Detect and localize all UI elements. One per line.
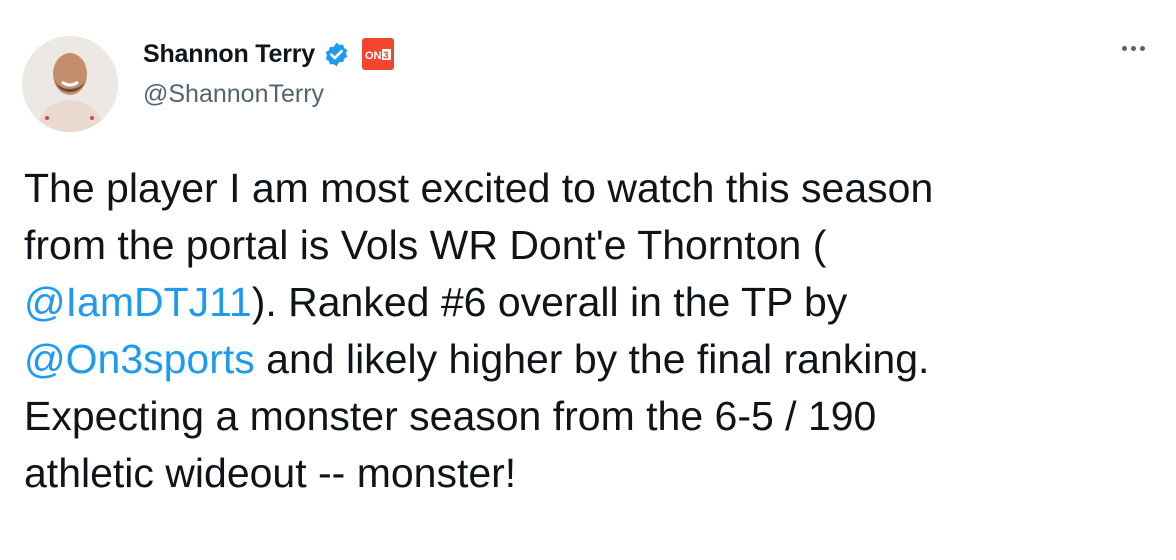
author-handle[interactable]: @ShannonTerry <box>143 80 325 108</box>
avatar-photo <box>22 36 118 132</box>
mention-link[interactable]: @On3sports <box>24 336 255 382</box>
tweet-text-line: athletic wideout -- monster! <box>24 445 933 502</box>
tweet-text: The player I am most excited to watch th… <box>24 160 933 502</box>
tweet-text-segment: The player I am most excited to watch th… <box>24 165 934 211</box>
mention-link[interactable]: @IamDTJ11 <box>24 279 252 325</box>
tweet-text-line: from the portal is Vols WR Dont'e Thornt… <box>24 217 933 274</box>
verified-badge-icon <box>325 42 348 66</box>
tweet-text-segment: from the portal is Vols WR Dont'e Thornt… <box>24 222 827 268</box>
tweet-text-line: @On3sports and likely higher by the fina… <box>24 331 933 388</box>
svg-text:ON: ON <box>365 50 382 62</box>
author-name[interactable]: Shannon Terry <box>143 39 315 68</box>
tweet-text-segment: ). Ranked #6 overall in the TP by <box>251 279 848 325</box>
tweet-text-segment: and likely higher by the final ranking. <box>254 336 930 382</box>
author-name-row: Shannon Terry ON 3 <box>143 38 394 70</box>
tweet-text-segment: Expecting a monster season from the 6-5 … <box>24 393 877 439</box>
avatar[interactable] <box>22 36 118 132</box>
on3-affiliate-badge-icon[interactable]: ON 3 <box>361 38 394 70</box>
svg-text:3: 3 <box>383 51 389 62</box>
more-options-icon[interactable] <box>1122 46 1145 51</box>
tweet-text-line: Expecting a monster season from the 6-5 … <box>24 388 933 445</box>
tweet-text-segment: athletic wideout -- monster! <box>24 450 517 496</box>
tweet-text-line: @IamDTJ11). Ranked #6 overall in the TP … <box>24 274 933 331</box>
tweet-text-line: The player I am most excited to watch th… <box>24 160 933 217</box>
